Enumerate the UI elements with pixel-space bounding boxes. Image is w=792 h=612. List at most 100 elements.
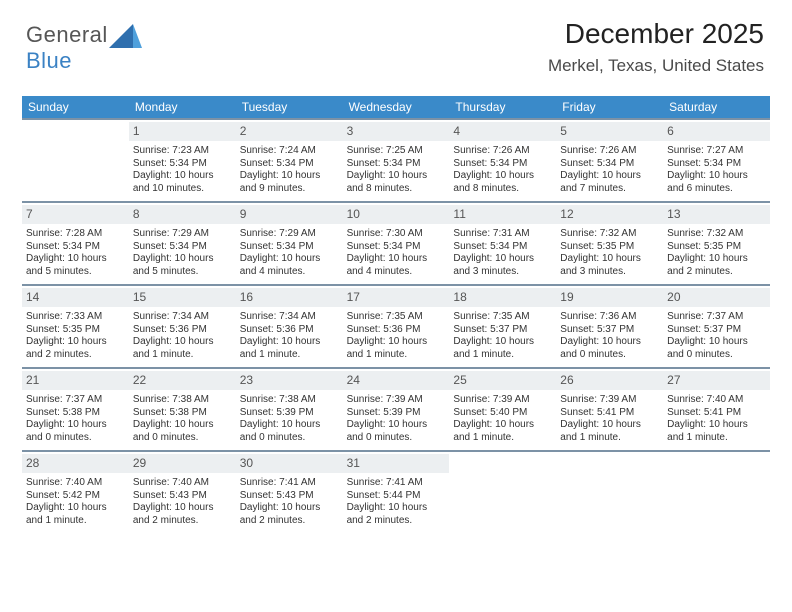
day-number: 15 [129,288,236,307]
calendar-cell: 20Sunrise: 7:37 AMSunset: 5:37 PMDayligh… [663,284,770,367]
day-number: 13 [663,205,770,224]
sunrise-text: Sunrise: 7:29 AM [133,228,232,241]
sunset-text: Sunset: 5:38 PM [26,407,125,420]
sunset-text: Sunset: 5:34 PM [347,241,446,254]
sunrise-text: Sunrise: 7:37 AM [26,394,125,407]
daylight-text: Daylight: 10 hours and 1 minute. [133,336,232,361]
sunrise-text: Sunrise: 7:26 AM [560,145,659,158]
daylight-text: Daylight: 10 hours and 0 minutes. [667,336,766,361]
day-number: 7 [22,205,129,224]
dow-header: Monday [129,96,236,118]
calendar-cell: 18Sunrise: 7:35 AMSunset: 5:37 PMDayligh… [449,284,556,367]
page-header: General Blue December 2025 Merkel, Texas… [22,18,770,82]
brand-part1: General [26,22,108,47]
day-number: 4 [449,122,556,141]
sunset-text: Sunset: 5:39 PM [347,407,446,420]
calendar-cell: 31Sunrise: 7:41 AMSunset: 5:44 PMDayligh… [343,450,450,533]
calendar-cell: 19Sunrise: 7:36 AMSunset: 5:37 PMDayligh… [556,284,663,367]
brand-text: General Blue [26,22,108,73]
daylight-text: Daylight: 10 hours and 0 minutes. [240,419,339,444]
sunset-text: Sunset: 5:38 PM [133,407,232,420]
sunrise-text: Sunrise: 7:40 AM [26,477,125,490]
sunrise-text: Sunrise: 7:27 AM [667,145,766,158]
sunset-text: Sunset: 5:36 PM [347,324,446,337]
calendar-cell-empty [22,118,129,201]
sunset-text: Sunset: 5:34 PM [26,241,125,254]
day-number: 19 [556,288,663,307]
calendar-cell: 3Sunrise: 7:25 AMSunset: 5:34 PMDaylight… [343,118,450,201]
daylight-text: Daylight: 10 hours and 1 minute. [26,502,125,527]
calendar-cell: 25Sunrise: 7:39 AMSunset: 5:40 PMDayligh… [449,367,556,450]
dow-header: Friday [556,96,663,118]
sunrise-text: Sunrise: 7:32 AM [667,228,766,241]
calendar-cell: 6Sunrise: 7:27 AMSunset: 5:34 PMDaylight… [663,118,770,201]
day-number: 29 [129,454,236,473]
daylight-text: Daylight: 10 hours and 9 minutes. [240,170,339,195]
day-number: 18 [449,288,556,307]
sunset-text: Sunset: 5:37 PM [560,324,659,337]
calendar-cell: 15Sunrise: 7:34 AMSunset: 5:36 PMDayligh… [129,284,236,367]
sunset-text: Sunset: 5:36 PM [240,324,339,337]
sunrise-text: Sunrise: 7:37 AM [667,311,766,324]
sunset-text: Sunset: 5:35 PM [560,241,659,254]
sunrise-text: Sunrise: 7:35 AM [347,311,446,324]
daylight-text: Daylight: 10 hours and 2 minutes. [240,502,339,527]
daylight-text: Daylight: 10 hours and 8 minutes. [347,170,446,195]
day-number: 1 [129,122,236,141]
sunrise-text: Sunrise: 7:28 AM [26,228,125,241]
sunset-text: Sunset: 5:41 PM [667,407,766,420]
sunset-text: Sunset: 5:34 PM [347,158,446,171]
sunset-text: Sunset: 5:35 PM [26,324,125,337]
sunrise-text: Sunrise: 7:34 AM [240,311,339,324]
day-number: 6 [663,122,770,141]
sunset-text: Sunset: 5:43 PM [240,490,339,503]
sunrise-text: Sunrise: 7:40 AM [133,477,232,490]
brand-logo: General Blue [26,22,108,74]
sunset-text: Sunset: 5:41 PM [560,407,659,420]
sunrise-text: Sunrise: 7:35 AM [453,311,552,324]
sunrise-text: Sunrise: 7:39 AM [347,394,446,407]
day-number: 21 [22,371,129,390]
calendar-cell: 29Sunrise: 7:40 AMSunset: 5:43 PMDayligh… [129,450,236,533]
daylight-text: Daylight: 10 hours and 3 minutes. [453,253,552,278]
daylight-text: Daylight: 10 hours and 8 minutes. [453,170,552,195]
daylight-text: Daylight: 10 hours and 1 minute. [453,336,552,361]
dow-header: Wednesday [343,96,450,118]
day-number: 10 [343,205,450,224]
sunset-text: Sunset: 5:34 PM [240,158,339,171]
calendar-cell: 12Sunrise: 7:32 AMSunset: 5:35 PMDayligh… [556,201,663,284]
calendar-cell: 21Sunrise: 7:37 AMSunset: 5:38 PMDayligh… [22,367,129,450]
sunrise-text: Sunrise: 7:39 AM [560,394,659,407]
day-number: 31 [343,454,450,473]
daylight-text: Daylight: 10 hours and 1 minute. [453,419,552,444]
calendar-cell: 22Sunrise: 7:38 AMSunset: 5:38 PMDayligh… [129,367,236,450]
sunrise-text: Sunrise: 7:25 AM [347,145,446,158]
day-number: 17 [343,288,450,307]
calendar-cell: 14Sunrise: 7:33 AMSunset: 5:35 PMDayligh… [22,284,129,367]
daylight-text: Daylight: 10 hours and 1 minute. [347,336,446,361]
daylight-text: Daylight: 10 hours and 4 minutes. [347,253,446,278]
day-number: 2 [236,122,343,141]
dow-header: Saturday [663,96,770,118]
sunrise-text: Sunrise: 7:39 AM [453,394,552,407]
day-number: 5 [556,122,663,141]
daylight-text: Daylight: 10 hours and 10 minutes. [133,170,232,195]
sunset-text: Sunset: 5:34 PM [453,241,552,254]
sunset-text: Sunset: 5:42 PM [26,490,125,503]
calendar-cell-empty [556,450,663,533]
sunrise-text: Sunrise: 7:32 AM [560,228,659,241]
dow-header: Thursday [449,96,556,118]
sunset-text: Sunset: 5:37 PM [667,324,766,337]
calendar-cell: 8Sunrise: 7:29 AMSunset: 5:34 PMDaylight… [129,201,236,284]
calendar-cell: 9Sunrise: 7:29 AMSunset: 5:34 PMDaylight… [236,201,343,284]
day-number: 26 [556,371,663,390]
sunrise-text: Sunrise: 7:40 AM [667,394,766,407]
calendar-cell: 1Sunrise: 7:23 AMSunset: 5:34 PMDaylight… [129,118,236,201]
sunrise-text: Sunrise: 7:38 AM [240,394,339,407]
day-number: 14 [22,288,129,307]
day-number: 12 [556,205,663,224]
sunset-text: Sunset: 5:34 PM [133,158,232,171]
calendar-cell: 11Sunrise: 7:31 AMSunset: 5:34 PMDayligh… [449,201,556,284]
daylight-text: Daylight: 10 hours and 1 minute. [667,419,766,444]
daylight-text: Daylight: 10 hours and 1 minute. [240,336,339,361]
